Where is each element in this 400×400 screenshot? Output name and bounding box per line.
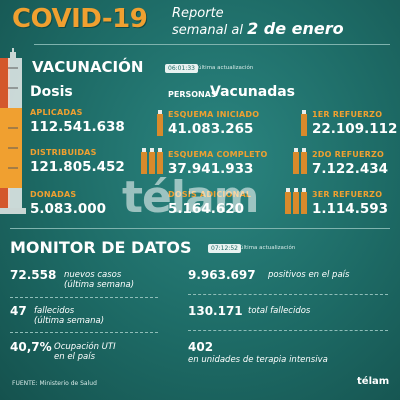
- vacunacion-title: VACUNACIÓN: [32, 58, 144, 76]
- uti-desc-2: en el país: [54, 352, 96, 362]
- header-divider: [34, 44, 390, 45]
- monitor-time-badge: 07:12:52: [208, 244, 241, 253]
- aplicadas-value: 112.541.638: [30, 119, 125, 135]
- section-divider: [10, 228, 390, 229]
- divider-line: [10, 297, 158, 298]
- refuerzo-3-label: 3ER REFUERZO: [312, 190, 383, 199]
- telam-logo: télam: [357, 376, 390, 387]
- uti-value: 40,7%: [10, 340, 52, 354]
- monitor-title: MONITOR DE DATOS: [10, 238, 192, 257]
- report-date: 2 de enero: [247, 19, 344, 38]
- terapia-desc: en unidades de terapia intensiva: [188, 355, 328, 365]
- report-subtitle: Reporte semanal al 2 de enero: [172, 6, 344, 38]
- subtitle-line-2-text: semanal al: [172, 23, 243, 38]
- fallecidos-desc-2: (última semana): [34, 316, 105, 326]
- vial-icon: [157, 110, 163, 136]
- fallecidos-value: 47: [10, 304, 27, 318]
- distribuidas-value: 121.805.452: [30, 159, 125, 175]
- refuerzo-1-label: 1ER REFUERZO: [312, 110, 383, 119]
- personas-prefix: PERSONAS: [168, 90, 217, 99]
- total-fallecidos-value: 130.171: [188, 304, 243, 318]
- divider-line: [10, 332, 158, 333]
- terapia-value: 402: [188, 340, 214, 354]
- vacunacion-time-badge: 06:01:33: [165, 64, 198, 73]
- dosis-heading: Dosis: [30, 84, 73, 100]
- positivos-value: 9.963.697: [188, 268, 256, 282]
- telam-watermark: télam: [122, 172, 259, 223]
- page-title: COVID-19: [12, 4, 148, 34]
- esquema-iniciado-label: ESQUEMA INICIADO: [168, 110, 260, 119]
- donadas-label: DONADAS: [30, 190, 77, 199]
- fallecidos-desc-1: fallecidos: [34, 306, 75, 316]
- refuerzo-2-value: 7.122.434: [312, 161, 389, 177]
- vacunadas-heading: Vacunadas: [210, 84, 295, 100]
- aplicadas-label: APLICADAS: [30, 108, 83, 117]
- subtitle-line-2: semanal al 2 de enero: [172, 19, 344, 39]
- source-note: FUENTE: Ministerio de Salud: [12, 380, 97, 387]
- vial-icon-refuerzo-1: [301, 110, 307, 136]
- vacunacion-update-label: última actualización: [198, 65, 254, 71]
- vial-icon-refuerzo-3: [285, 188, 307, 214]
- donadas-value: 5.083.000: [30, 201, 107, 217]
- esquema-iniciado-value: 41.083.265: [168, 121, 254, 137]
- dosis-adicional-label: DOSIS ADICIONAL: [168, 190, 252, 199]
- divider-line: [188, 330, 388, 331]
- dosis-adicional-value: 5.164.620: [168, 201, 245, 217]
- monitor-update-label: última actualización: [240, 245, 296, 251]
- esquema-completo-label: ESQUEMA COMPLETO: [168, 150, 268, 159]
- positivos-desc: positivos en el país: [268, 270, 350, 280]
- uti-desc-1: Ocupación UTI: [54, 342, 116, 352]
- vials-icon-double: [141, 148, 163, 174]
- divider-line: [188, 294, 388, 295]
- casos-value: 72.558: [10, 268, 57, 282]
- esquema-completo-value: 37.941.933: [168, 161, 254, 177]
- vial-icon-refuerzo-2: [293, 148, 307, 174]
- distribuidas-label: DISTRIBUIDAS: [30, 148, 97, 157]
- syringe-icon: [0, 48, 26, 214]
- casos-desc-1: nuevos casos: [64, 270, 122, 280]
- refuerzo-3-value: 1.114.593: [312, 201, 389, 217]
- refuerzo-2-label: 2DO REFUERZO: [312, 150, 385, 159]
- total-fallecidos-desc: total fallecidos: [248, 306, 311, 316]
- subtitle-line-1: Reporte: [172, 6, 224, 21]
- refuerzo-1-value: 22.109.112: [312, 121, 398, 137]
- casos-desc-2: (última semana): [64, 280, 135, 290]
